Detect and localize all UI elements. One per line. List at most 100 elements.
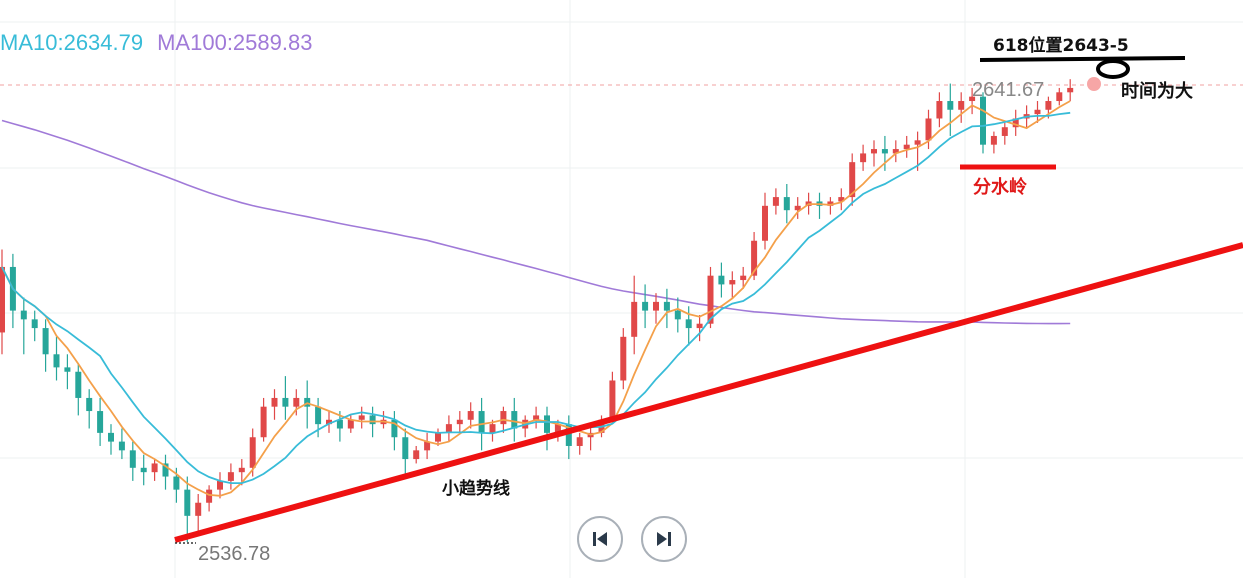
current-price-dot — [1087, 77, 1101, 91]
candle-body — [990, 135, 997, 145]
candle-body — [892, 149, 899, 154]
skip-back-icon — [593, 532, 607, 546]
ma5-line — [1, 100, 1071, 497]
candle-body — [1045, 101, 1052, 110]
ma10-legend: MA10:2634.79 — [0, 30, 144, 55]
high-price-label: 2641.67 — [972, 79, 1044, 101]
candles-group — [0, 79, 1074, 543]
watershed-annotation: 分水岭 — [973, 176, 1027, 198]
candle-body — [369, 415, 376, 425]
candle-body — [249, 437, 256, 468]
candle-body — [456, 419, 463, 425]
candle-body — [238, 467, 245, 473]
candle-body — [227, 472, 234, 481]
skip-forward-icon — [657, 532, 671, 546]
candle-body — [772, 197, 779, 206]
candle-body — [195, 502, 202, 516]
candle-body — [0, 266, 5, 333]
candle-body — [794, 205, 801, 211]
candle-body — [118, 441, 125, 451]
candle-body — [173, 476, 180, 490]
candle-body — [511, 411, 518, 429]
candle-body — [336, 419, 343, 429]
candle-body — [75, 371, 82, 398]
candle-body — [1034, 109, 1041, 115]
candle-body — [762, 205, 768, 241]
candle-body — [445, 424, 452, 433]
candle-body — [685, 319, 692, 329]
candle-body — [293, 397, 300, 407]
candle-body — [642, 301, 649, 311]
candle-body — [740, 275, 747, 281]
candle-body — [751, 240, 758, 276]
candle-body — [663, 301, 670, 311]
candle-body — [467, 411, 474, 420]
candle-body — [565, 424, 572, 446]
forward-button[interactable] — [641, 516, 687, 562]
candle-body — [129, 450, 136, 468]
candle-body — [980, 96, 986, 145]
candle-body — [653, 301, 659, 311]
candle-body — [217, 480, 223, 490]
low-price-label: 2536.78 — [198, 543, 270, 565]
rewind-button[interactable] — [577, 516, 623, 562]
candle-body — [42, 328, 49, 355]
candle-body — [860, 153, 867, 163]
candle-body — [424, 441, 431, 451]
candle-body — [206, 489, 213, 503]
ma10-line — [1, 111, 1071, 485]
target-annotation: 618位置2643-5 — [993, 35, 1129, 56]
candle-body — [576, 437, 583, 446]
candle-body — [718, 275, 725, 285]
candle-body — [97, 411, 104, 433]
candle-body — [914, 140, 921, 145]
candle-body — [108, 432, 114, 442]
candle-body — [151, 463, 158, 473]
ma5-polyline — [1, 100, 1071, 497]
candle-body — [53, 354, 60, 368]
candle-body — [958, 101, 965, 110]
candle-body — [674, 310, 681, 320]
target-circle-mark — [1096, 59, 1130, 79]
ma10-polyline — [1, 111, 1071, 485]
candle-body — [435, 432, 441, 442]
candle-body — [925, 118, 932, 141]
candle-body — [282, 397, 289, 407]
candle-body — [903, 144, 910, 150]
candle-body — [947, 101, 954, 110]
candle-body — [489, 424, 496, 433]
candle-body — [391, 419, 398, 438]
candle-body — [827, 201, 834, 206]
candle-body — [31, 319, 38, 329]
candle-body — [162, 463, 169, 477]
candle-body — [271, 397, 278, 407]
candle-body — [936, 101, 943, 119]
trendline-red — [174, 242, 1243, 543]
candle-body — [554, 424, 561, 433]
candle-body — [609, 380, 616, 420]
candle-body — [729, 280, 736, 285]
candle-body — [413, 450, 420, 460]
candle-body — [544, 415, 550, 433]
candle-body — [315, 406, 322, 425]
candle-body — [707, 275, 714, 324]
candle-body — [849, 162, 856, 198]
candle-body — [140, 467, 147, 473]
candle-body — [184, 489, 191, 516]
candle-body — [881, 149, 888, 154]
candle-body — [86, 397, 93, 412]
target-line-black — [979, 56, 1186, 62]
candle-body — [783, 197, 790, 211]
candle-body — [20, 310, 27, 320]
candle-body — [1067, 87, 1074, 93]
candle-body — [631, 301, 638, 337]
candle-body — [533, 415, 540, 420]
candle-body — [871, 149, 877, 154]
candle-body — [696, 323, 703, 329]
ma100-polyline — [1, 119, 1071, 325]
ma100-line — [1, 119, 1071, 325]
candle-body — [500, 411, 507, 425]
candle-body — [969, 96, 976, 102]
